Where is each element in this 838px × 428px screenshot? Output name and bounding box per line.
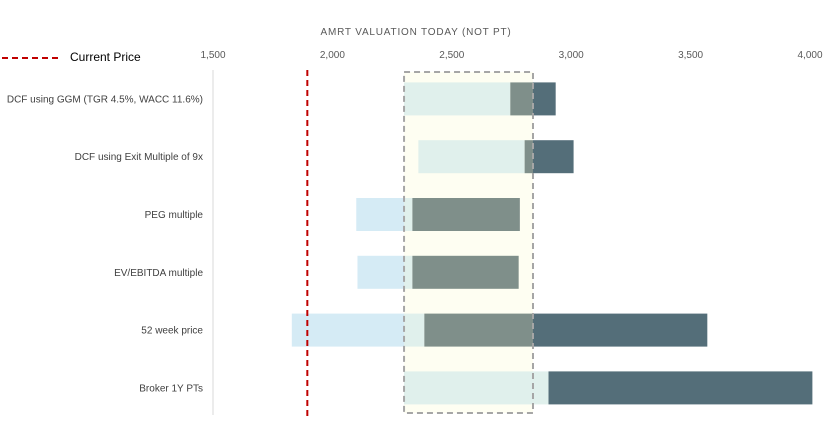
bar-segment-low-outside bbox=[356, 198, 405, 231]
x-tick-label: 2,500 bbox=[439, 50, 464, 61]
chart-title: AMRT VALUATION TODAY (NOT PT) bbox=[320, 27, 511, 38]
x-tick-label: 2,000 bbox=[320, 50, 345, 61]
bar-segment-mid bbox=[412, 255, 519, 289]
category-label: Broker 1Y PTs bbox=[139, 383, 203, 394]
category-label: EV/EBITDA multiple bbox=[114, 268, 203, 279]
bar-segment-mid bbox=[412, 198, 520, 231]
x-tick-label: 3,000 bbox=[559, 50, 584, 61]
bar-segment-low bbox=[418, 140, 525, 174]
x-tick-label: 4,000 bbox=[797, 50, 822, 61]
bar-segment-high bbox=[532, 313, 708, 347]
highlight-band-border bbox=[403, 71, 534, 414]
bar-segment-high bbox=[532, 140, 574, 174]
bar-segment-mid bbox=[524, 140, 533, 174]
x-tick-label: 1,500 bbox=[200, 50, 225, 61]
bar-segment-high bbox=[548, 371, 813, 405]
bars-layer bbox=[291, 82, 813, 405]
x-axis-ticks: 1,500 2,000 2,500 3,000 3,500 4,000 bbox=[200, 50, 822, 61]
bar-segment-high bbox=[532, 82, 556, 116]
bar-segment-low bbox=[404, 255, 413, 289]
bar-segment-mid bbox=[510, 82, 533, 116]
bar-segment-low bbox=[404, 313, 425, 347]
bar-segment-mid bbox=[424, 313, 533, 347]
category-labels: DCF using GGM (TGR 4.5%, WACC 11.6%) DCF … bbox=[7, 94, 204, 394]
legend: Current Price bbox=[2, 50, 141, 64]
category-label: DCF using Exit Multiple of 9x bbox=[75, 152, 203, 163]
category-label: DCF using GGM (TGR 4.5%, WACC 11.6%) bbox=[7, 94, 203, 105]
bar-segment-low-outside bbox=[357, 255, 405, 289]
highlight-layer bbox=[404, 72, 533, 413]
category-label: 52 week price bbox=[141, 326, 203, 337]
bar-segment-low bbox=[404, 82, 511, 116]
highlight-band-fill bbox=[404, 72, 533, 413]
bar-segment-low-outside bbox=[291, 313, 405, 347]
category-label: PEG multiple bbox=[145, 210, 204, 221]
x-tick-label: 3,500 bbox=[678, 50, 703, 61]
bar-segment-low bbox=[404, 198, 413, 231]
legend-label: Current Price bbox=[70, 50, 141, 64]
bar-segment-low bbox=[404, 371, 549, 405]
